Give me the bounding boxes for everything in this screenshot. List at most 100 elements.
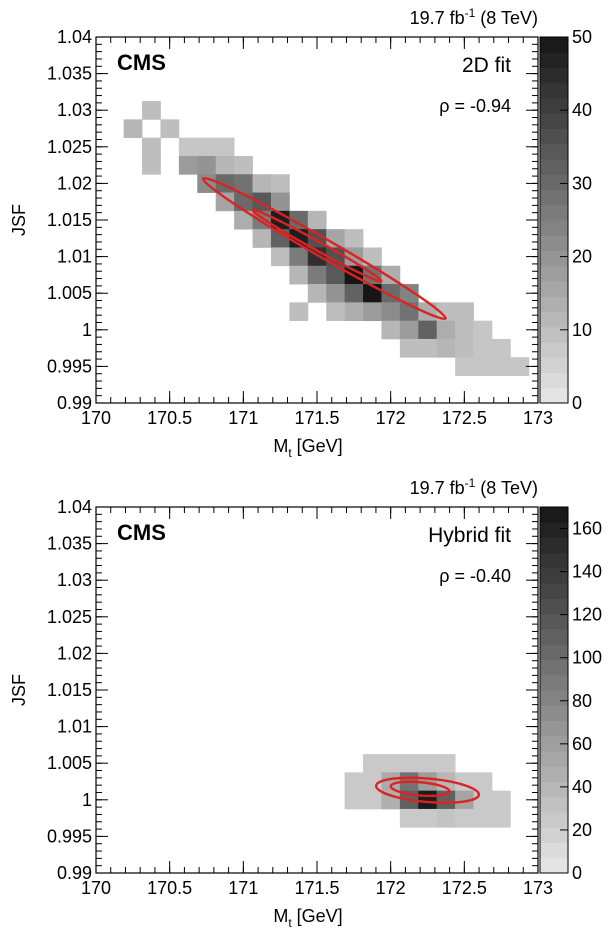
heatmap-bin	[455, 320, 474, 340]
heatmap-bin	[270, 247, 290, 267]
heatmap-bin	[363, 790, 382, 810]
heatmap-bin	[436, 302, 456, 322]
y-tick-label: 1	[82, 320, 92, 340]
heatmap-bin	[307, 265, 327, 285]
heatmap-bin	[289, 265, 309, 285]
heatmap-bin	[270, 174, 290, 193]
colorbar-step	[540, 37, 568, 53]
x-tick-label: 170.5	[147, 408, 192, 428]
y-tick-label: 1	[82, 790, 92, 810]
colorbar-step	[540, 507, 568, 523]
colorbar-step	[540, 357, 568, 373]
colorbar-tick-label: 40	[572, 100, 592, 120]
heatmap-bin	[381, 754, 401, 773]
colorbar-step	[540, 705, 568, 721]
correlation-label: ρ = -0.40	[439, 566, 511, 586]
contour-ellipses	[201, 176, 447, 321]
contour-ellipse	[389, 780, 451, 798]
y-tick-label: 0.995	[47, 826, 92, 846]
colorbar-step	[540, 659, 568, 676]
colorbar-frame	[539, 36, 569, 404]
colorbar-step	[540, 204, 568, 221]
colorbar-tick-labels: 0 20 40 60 80 100 120 140 160	[560, 519, 602, 883]
y-tick-label: 1.03	[57, 570, 92, 590]
y-tick-label: 1.015	[47, 210, 92, 230]
heatmap-bin	[491, 338, 511, 358]
y-tick-label: 1.005	[47, 283, 92, 303]
x-axis-label: Mt [GeV]	[273, 436, 342, 460]
colorbar-step	[540, 552, 568, 569]
heatmap-bin	[234, 174, 253, 193]
heatmap-bin	[436, 754, 456, 773]
heatmap-bin	[234, 155, 253, 175]
y-tick-labels: 0.99 0.995 1 1.005 1.01 1.015 1.02 1.025 1.03 1.0…	[47, 497, 92, 883]
colorbar-tick-label: 0	[572, 393, 582, 413]
heatmap-bin	[270, 192, 290, 212]
colorbar-step	[540, 827, 568, 843]
heatmap-bin	[399, 338, 419, 358]
heatmap-bin	[344, 284, 364, 303]
heatmap-bin	[326, 284, 346, 303]
x-tick-label: 173	[523, 408, 553, 428]
colorbar-step	[540, 781, 568, 798]
heatmap-bin	[491, 790, 511, 810]
heatmap-bin	[473, 357, 493, 376]
heatmap-bin	[363, 754, 382, 773]
colorbar-step	[540, 690, 568, 706]
colorbar-tick-label: 100	[572, 648, 602, 668]
contour-ellipse	[374, 776, 481, 804]
colorbar-step	[540, 372, 568, 389]
colorbar-step	[540, 812, 568, 828]
y-tick-label: 1.025	[47, 137, 92, 157]
contour-ellipse	[201, 176, 447, 321]
heatmap-bin	[473, 790, 493, 810]
heatmap-bin	[178, 137, 198, 157]
colorbar-step	[540, 82, 568, 99]
y-tick-label: 1.03	[57, 100, 92, 120]
y-axis-label: JSF	[9, 204, 29, 236]
colorbar-step	[540, 842, 568, 859]
colorbar-frame	[539, 506, 569, 874]
experiment-label: CMS	[117, 520, 166, 545]
colorbar-step	[540, 387, 568, 404]
heatmap-bin	[473, 772, 493, 792]
heatmap-bin	[215, 192, 235, 212]
method-label: Hybrid fit	[428, 524, 511, 547]
heatmap-bin	[473, 320, 493, 340]
colorbar-tick-label: 30	[572, 173, 592, 193]
y-tick-label: 1.035	[47, 64, 92, 84]
heatmap-bin	[381, 790, 401, 810]
colorbar-step	[540, 235, 568, 251]
heatmap-bin	[252, 174, 272, 193]
heatmap-bin	[399, 808, 419, 828]
heatmap-bin	[215, 155, 235, 175]
heatmap-bin	[307, 284, 327, 303]
colorbar-tick-label: 160	[572, 519, 602, 539]
heatmap-bin	[123, 119, 143, 139]
colorbar-step	[540, 311, 568, 328]
colorbar-step	[540, 189, 568, 206]
y-tick-label: 1.015	[47, 680, 92, 700]
x-tick-labels: 170 170.5 171 171.5 172 172.5 173	[81, 408, 553, 428]
colorbar	[540, 37, 568, 404]
y-tick-label: 1.04	[57, 27, 92, 47]
x-tick-label: 170	[81, 408, 111, 428]
x-tick-label: 172.5	[442, 878, 487, 898]
heatmap-bin	[289, 247, 309, 267]
heatmap-bin	[436, 808, 456, 828]
colorbar-step	[540, 857, 568, 874]
colorbar-step	[540, 326, 568, 343]
y-tick-label: 1.01	[57, 717, 92, 737]
heatmap-bin	[455, 357, 474, 376]
chart-panel-2d-fit: 170 170.5 171 171.5 172 172.5 173 0.99 0.995 1 1.…	[9, 6, 592, 460]
colorbar-step	[540, 674, 568, 691]
colorbar-step	[540, 720, 568, 737]
heatmap-bin	[363, 247, 382, 267]
heatmap-bin	[197, 137, 217, 157]
heatmap-bins	[344, 754, 511, 828]
heatmap-bin	[473, 338, 493, 358]
heatmap-bin	[455, 302, 474, 322]
heatmap-bin	[326, 302, 346, 322]
x-tick-label: 172	[376, 878, 406, 898]
colorbar-step	[540, 751, 568, 767]
